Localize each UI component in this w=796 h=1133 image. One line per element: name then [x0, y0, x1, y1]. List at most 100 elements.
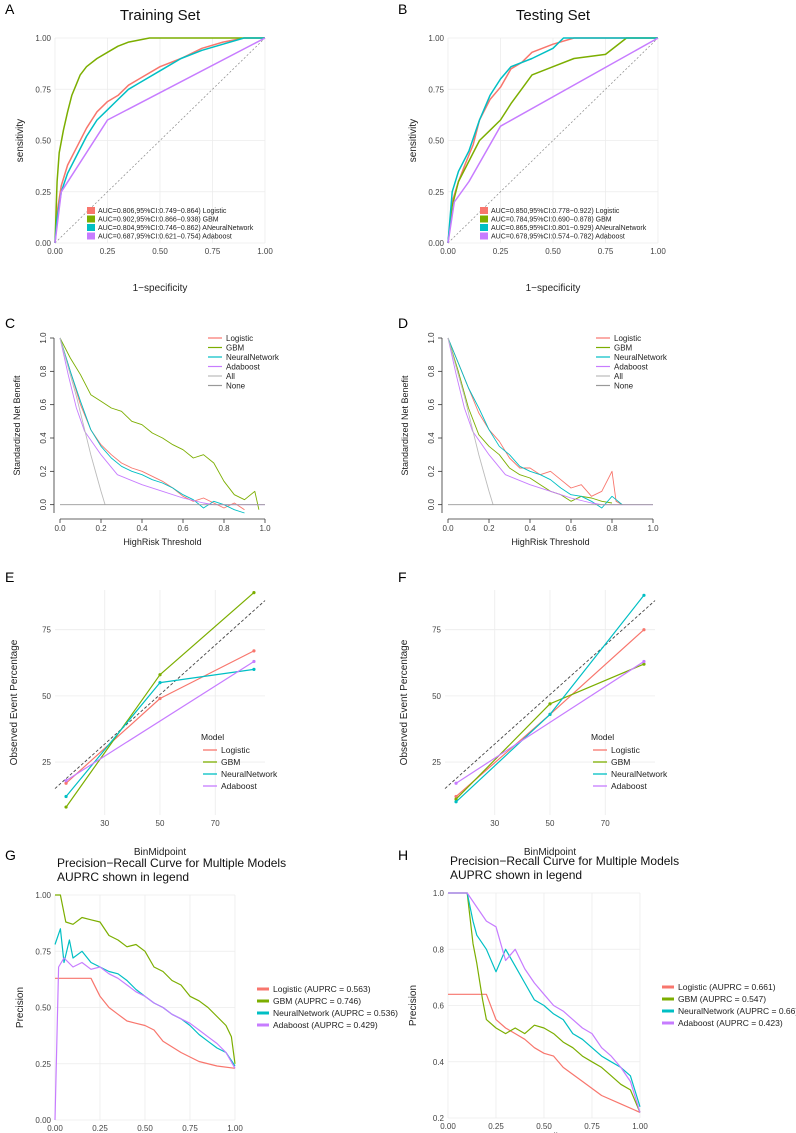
legend-swatch — [480, 215, 488, 223]
y-tick-label: 1.0 — [427, 332, 436, 344]
data-point-adaboost — [252, 659, 256, 664]
series-line-adaboost — [54, 957, 236, 1121]
x-tick-label: 0.25 — [493, 247, 509, 256]
x-tick-label: 0.2 — [95, 524, 107, 533]
chart-title: Testing Set — [516, 7, 591, 24]
x-tick-label: 1.00 — [632, 1122, 648, 1131]
x-axis-label: BinMidpoint — [134, 847, 186, 858]
legend-swatch — [480, 207, 488, 214]
legend-label: NeuralNetwork — [226, 353, 280, 362]
panel-f: F 30 50 70 25 50 75 BinMidpoint Observed Event P… — [398, 569, 668, 858]
y-tick-label: 0.75 — [35, 85, 51, 94]
series-line-gbm — [447, 37, 658, 244]
data-point-gbm — [64, 805, 68, 809]
data-point-logistic — [158, 696, 162, 701]
legend-label: Logistic — [226, 334, 253, 343]
data-point-adaboost — [642, 659, 646, 664]
y-tick-label: 0.4 — [427, 432, 436, 444]
x-tick-label: 1.00 — [650, 247, 666, 256]
data-point-neuralnetwork — [252, 667, 256, 672]
data-point-neuralnetwork — [64, 794, 68, 799]
x-axis-label: HighRisk Threshold — [511, 537, 589, 547]
y-tick-label: 0.2 — [427, 465, 436, 477]
series-line-gbm — [447, 337, 613, 504]
legend-label: NeuralNetwork (AUPRC = 0.66) — [678, 1006, 796, 1016]
chart-title: Precision−Recall Curve for Multiple Mode… — [57, 856, 286, 870]
y-tick-label: 1.00 — [35, 34, 51, 43]
panel-letter: C — [5, 315, 15, 331]
x-tick-label: 1.0 — [259, 524, 271, 533]
x-tick-label: 1.0 — [647, 524, 659, 533]
series-line-gbm — [59, 337, 260, 510]
legend-label: AUC=0.804,95%CI:0.746−0.862) ANeuralNetw… — [98, 225, 254, 232]
series-line-adaboost — [447, 37, 659, 244]
y-axis-label: Precision — [15, 987, 26, 1028]
x-tick-label: 0.25 — [100, 247, 116, 256]
y-tick-label: 0.00 — [35, 239, 51, 248]
y-tick-label: 0.25 — [35, 188, 51, 197]
panel-letter: E — [5, 569, 14, 585]
panel-letter: D — [398, 315, 408, 331]
x-tick-label: 1.00 — [257, 247, 273, 256]
y-tick-label: 0.6 — [427, 399, 436, 411]
data-point-gbm — [454, 797, 458, 801]
series-line-gbm — [448, 892, 641, 1113]
legend-label: All — [614, 372, 623, 381]
x-tick-label: 0.00 — [440, 247, 456, 256]
legend-swatch — [480, 232, 488, 240]
y-tick-label: 25 — [42, 758, 51, 767]
x-tick-label: 0.4 — [136, 524, 148, 533]
series-line-neuralnetwork — [59, 337, 245, 514]
x-tick-label: 0.6 — [177, 524, 189, 533]
data-point-logistic — [642, 628, 646, 632]
series-line-neuralnetwork — [54, 928, 236, 1067]
series-line-gbm — [54, 37, 265, 244]
chart-subtitle: AUPRC shown in legend — [57, 870, 189, 884]
data-point-neuralnetwork — [454, 800, 458, 804]
x-tick-label: 0.75 — [182, 1124, 198, 1133]
legend-label: Logistic — [221, 745, 251, 755]
legend-label: AUC=0.784,95%CI:0.690−0.878) GBM — [491, 217, 612, 224]
reference-diagonal — [54, 600, 266, 789]
x-tick-label: 1.00 — [227, 1124, 243, 1133]
data-point-logistic — [64, 781, 68, 785]
panel-g: G 0.00 0.25 0.50 0.75 1.00 0.00 0.25 0.50 0.75 1.0… — [5, 847, 398, 1133]
x-tick-label: 30 — [100, 819, 109, 828]
legend-swatch — [87, 224, 95, 231]
series-line-adaboost — [59, 337, 265, 506]
y-tick-label: 0.6 — [39, 399, 48, 411]
series-line-logistic — [447, 337, 623, 506]
legend-label: Adaboost — [226, 363, 261, 372]
x-tick-label: 0.50 — [152, 247, 168, 256]
data-point-gbm — [158, 673, 162, 677]
x-tick-label: 0.75 — [584, 1122, 600, 1131]
legend-swatch — [87, 232, 95, 240]
series-line-gbm — [55, 894, 236, 1064]
series-line-logistic — [55, 977, 236, 1069]
y-tick-label: 0.8 — [433, 945, 445, 954]
series-line-neuralnetwork — [447, 337, 623, 509]
y-tick-label: 0.4 — [433, 1058, 445, 1067]
y-tick-label: 75 — [432, 626, 441, 635]
legend-label: AUC=0.806,95%CI:0.749−0.864) Logistic — [98, 208, 227, 215]
y-tick-label: 0.8 — [427, 365, 436, 377]
y-tick-label: 0.00 — [35, 1116, 51, 1125]
x-tick-label: 0.0 — [442, 524, 454, 533]
legend-label: Adaboost (AUPRC = 0.423) — [678, 1018, 783, 1028]
legend-label: Adaboost — [611, 781, 648, 791]
x-tick-label: 0.75 — [205, 247, 221, 256]
series-line-all — [447, 337, 494, 505]
legend-label: NeuralNetwork — [611, 769, 668, 779]
y-tick-label: 25 — [432, 758, 441, 767]
y-tick-label: 1.00 — [35, 891, 51, 900]
y-tick-label: 0.2 — [433, 1114, 445, 1123]
panel-d: D 0.0 0.2 0.4 0.6 0.8 1.0 0.0 0.2 0.4 0.6 0.8 1.0 Hig… — [398, 315, 668, 547]
y-axis-label: Standardized Net Benefit — [400, 375, 410, 476]
legend-label: None — [614, 382, 634, 391]
x-tick-label: 0.50 — [137, 1124, 153, 1133]
series-line-all — [59, 337, 106, 505]
y-tick-label: 0.6 — [433, 1002, 445, 1011]
legend-label: NeuralNetwork — [221, 769, 278, 779]
series-line-adaboost — [54, 37, 266, 244]
